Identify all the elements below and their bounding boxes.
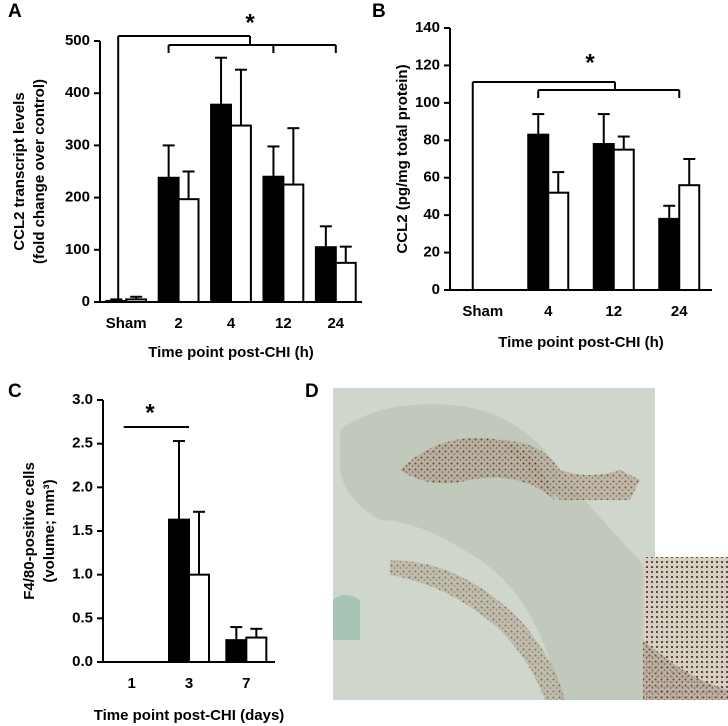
bar bbox=[592, 143, 615, 291]
x-axis-label: Time point post-CHI (days) bbox=[94, 707, 285, 724]
y-axis-label: (volume; mm³) bbox=[41, 479, 58, 582]
x-tick-label: Sham bbox=[106, 315, 147, 332]
x-tick-label: 1 bbox=[127, 675, 135, 692]
panel-label: D bbox=[305, 381, 319, 402]
bar bbox=[168, 518, 190, 663]
bar bbox=[612, 148, 635, 291]
x-tick-label: 4 bbox=[544, 303, 553, 320]
bar bbox=[105, 299, 128, 303]
bar bbox=[230, 124, 252, 304]
y-tick-label: 0 bbox=[82, 293, 90, 310]
bar bbox=[262, 175, 285, 303]
bar bbox=[245, 636, 268, 664]
micrograph bbox=[333, 388, 728, 700]
y-tick-label: 2.0 bbox=[72, 478, 93, 495]
x-tick-label: 4 bbox=[227, 315, 236, 332]
y-tick-label: 0.5 bbox=[72, 609, 93, 626]
panel-label: C bbox=[8, 381, 22, 402]
y-tick-label: 1.5 bbox=[72, 522, 93, 539]
chart: A 0 100 200 300 400 500 CCL2 transcript levels(… bbox=[8, 1, 362, 361]
y-tick-label: 100 bbox=[415, 94, 440, 111]
y-tick-label: 100 bbox=[65, 241, 90, 258]
bar bbox=[658, 217, 681, 291]
x-tick-label: 24 bbox=[327, 315, 344, 332]
chart: C 0.0 0.5 1.0 1.5 2.0 2.5 3.0 F4/80-positive cel… bbox=[8, 381, 284, 724]
panel-label: A bbox=[8, 1, 22, 22]
y-tick-label: 80 bbox=[423, 131, 440, 148]
chart: B 0 20 40 60 80 100 120 140 CCL2 (pg/mg total pro… bbox=[372, 1, 712, 351]
bar bbox=[225, 639, 248, 664]
panel-label: B bbox=[372, 1, 386, 22]
y-axis-label: CCL2 transcript levels bbox=[11, 92, 28, 250]
y-tick-label: 20 bbox=[423, 244, 440, 261]
x-tick-label: 12 bbox=[605, 303, 622, 320]
bar bbox=[547, 191, 570, 291]
x-tick-label: 3 bbox=[185, 675, 193, 692]
bar bbox=[157, 176, 180, 304]
bar bbox=[188, 573, 210, 664]
y-tick-label: 500 bbox=[65, 32, 90, 49]
bar bbox=[314, 246, 337, 304]
y-tick-label: 140 bbox=[415, 19, 440, 36]
y-axis-label: F4/80-positive cells bbox=[21, 462, 38, 600]
significance-marker: * bbox=[585, 49, 595, 76]
x-tick-label: Sham bbox=[462, 303, 503, 320]
y-axis-label: CCL2 (pg/mg total protein) bbox=[394, 64, 411, 253]
y-tick-label: 200 bbox=[65, 189, 90, 206]
y-tick-label: 300 bbox=[65, 136, 90, 153]
x-tick-label: 7 bbox=[242, 675, 250, 692]
significance-marker: * bbox=[145, 399, 155, 426]
y-tick-label: 60 bbox=[423, 169, 440, 186]
y-tick-label: 0.0 bbox=[72, 653, 93, 670]
y-tick-label: 0 bbox=[432, 281, 440, 298]
bar bbox=[177, 198, 200, 303]
y-tick-label: 40 bbox=[423, 206, 440, 223]
y-tick-label: 400 bbox=[65, 84, 90, 101]
y-tick-label: 2.5 bbox=[72, 435, 93, 452]
x-tick-label: 24 bbox=[671, 303, 688, 320]
bar bbox=[210, 103, 232, 303]
bar bbox=[334, 261, 357, 304]
bar bbox=[527, 133, 550, 291]
y-axis-label: (fold change over control) bbox=[31, 79, 48, 264]
bar bbox=[125, 298, 148, 304]
bar bbox=[282, 183, 305, 303]
x-axis-label: Time point post-CHI (h) bbox=[148, 344, 314, 361]
bar bbox=[678, 184, 701, 291]
y-tick-label: 1.0 bbox=[72, 566, 93, 583]
significance-marker: * bbox=[245, 9, 255, 36]
y-tick-label: 3.0 bbox=[72, 391, 93, 408]
x-axis-label: Time point post-CHI (h) bbox=[498, 334, 664, 351]
x-tick-label: 2 bbox=[174, 315, 182, 332]
x-tick-label: 12 bbox=[275, 315, 292, 332]
y-tick-label: 120 bbox=[415, 56, 440, 73]
